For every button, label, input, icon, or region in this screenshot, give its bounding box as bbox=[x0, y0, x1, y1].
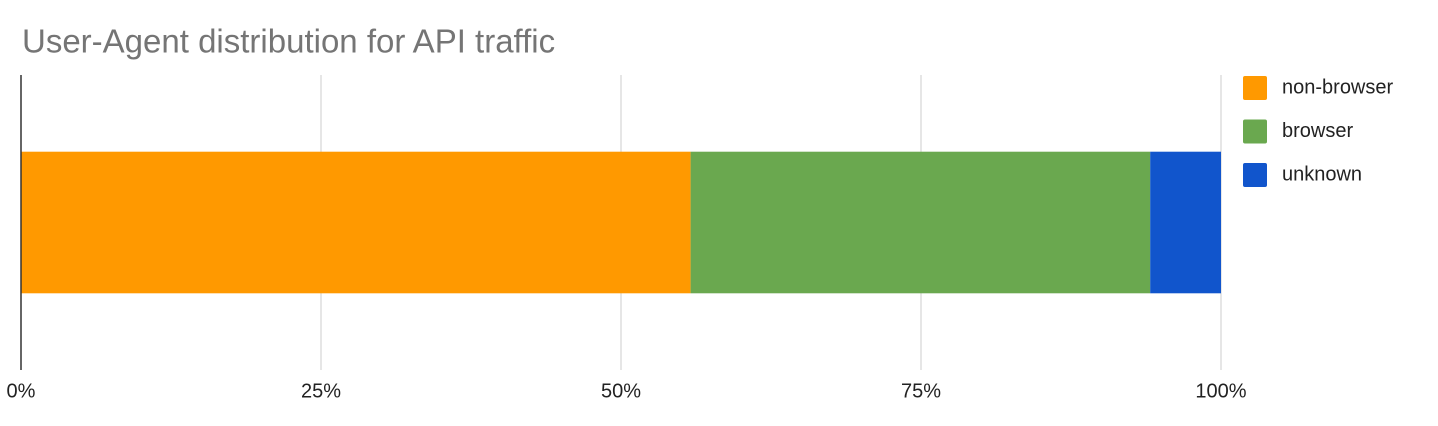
x-tick-label: 75% bbox=[901, 380, 941, 402]
legend-label: browser bbox=[1282, 120, 1353, 142]
legend-label: unknown bbox=[1282, 163, 1362, 185]
x-tick-label: 100% bbox=[1195, 380, 1246, 402]
legend-swatch bbox=[1243, 76, 1267, 100]
legend-swatch bbox=[1243, 163, 1267, 187]
x-tick-label: 0% bbox=[7, 380, 36, 402]
legend-swatch bbox=[1243, 119, 1267, 144]
x-tick-label: 50% bbox=[601, 380, 641, 402]
bar-segment bbox=[21, 151, 691, 294]
bar-segment bbox=[1150, 151, 1221, 294]
legend-label: non-browser bbox=[1282, 76, 1394, 98]
bar-segment bbox=[690, 151, 1151, 294]
x-tick-label: 25% bbox=[301, 380, 341, 402]
chart-title: User-Agent distribution for API traffic bbox=[22, 23, 555, 60]
